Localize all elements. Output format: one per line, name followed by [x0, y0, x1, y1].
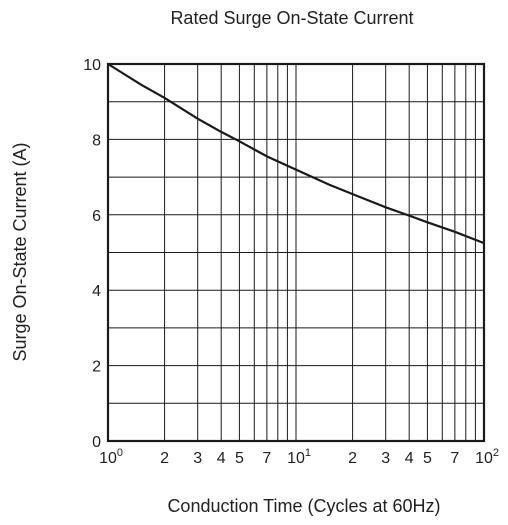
series-line	[107, 63, 485, 245]
y-tick-label: 4	[92, 283, 101, 300]
x-tick-label: 101	[287, 447, 311, 467]
x-axis-label: Conduction Time (Cycles at 60Hz)	[167, 496, 440, 516]
y-tick-label: 0	[92, 434, 101, 451]
y-tick-label: 6	[92, 208, 101, 225]
x-tick-label: 3	[381, 450, 390, 467]
chart-title: Rated Surge On-State Current	[170, 8, 413, 28]
plot-frame	[106, 62, 486, 443]
y-tick-label: 8	[92, 132, 101, 149]
x-tick-label: 4	[405, 450, 414, 467]
x-tick-label: 2	[348, 450, 357, 467]
x-tick-label: 102	[475, 447, 499, 467]
x-tick-label: 2	[160, 450, 169, 467]
x-tick-label: 3	[193, 450, 202, 467]
y-axis-label: Surge On-State Current (A)	[10, 142, 30, 361]
y-tick-label: 2	[92, 359, 101, 376]
y-tick-label: 10	[83, 57, 101, 74]
x-tick-label: 100	[99, 447, 123, 467]
x-tick-label: 5	[423, 450, 432, 467]
x-tick-label: 5	[235, 450, 244, 467]
grid	[107, 63, 485, 442]
x-tick-label: 4	[217, 450, 226, 467]
x-tick-label: 7	[262, 450, 271, 467]
x-tick-label: 7	[450, 450, 459, 467]
